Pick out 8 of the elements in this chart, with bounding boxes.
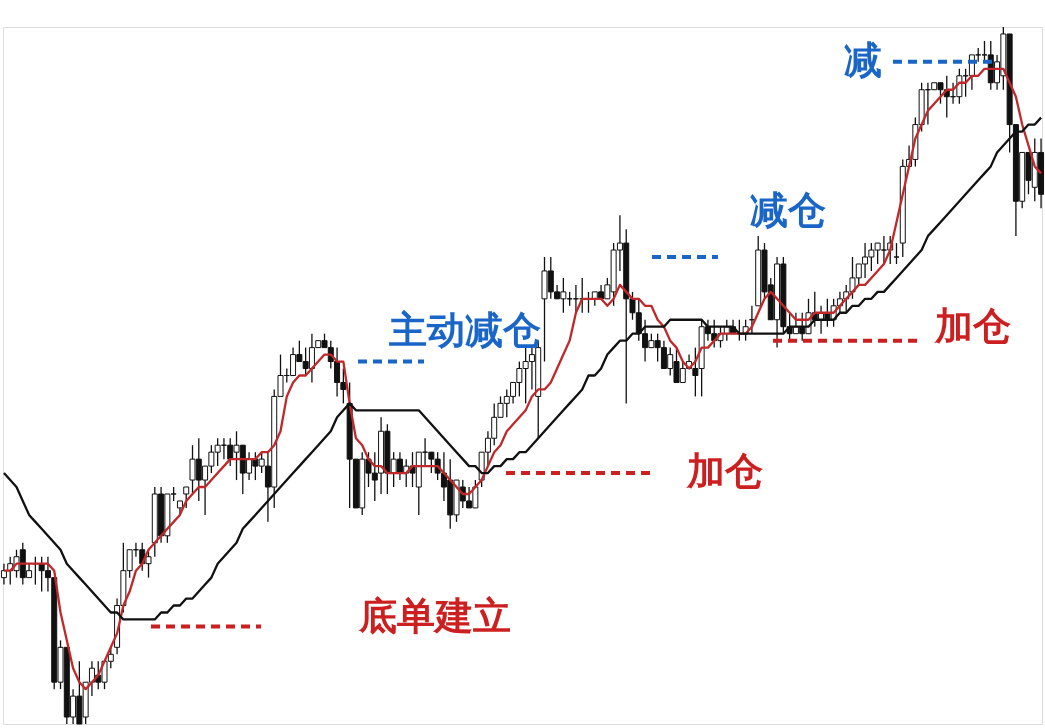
ref-line-label: 底单建立 [358, 594, 511, 639]
ref-line-label: 减仓 [750, 188, 826, 233]
ref-line-label: 主动减仓 [389, 307, 541, 352]
ref-line-label: 加仓 [686, 449, 763, 494]
candlestick [183, 486, 190, 509]
candlestick [893, 242, 900, 265]
ref-line-label: 减 [844, 37, 882, 82]
ref-line-label: 加仓 [934, 303, 1011, 348]
